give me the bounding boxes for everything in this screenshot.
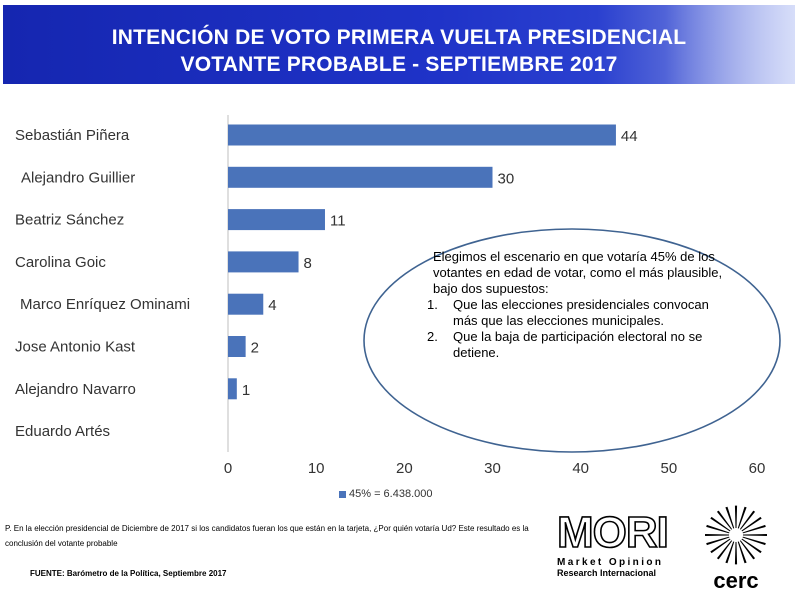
note-ellipse	[363, 228, 781, 453]
x-tick-label: 60	[749, 460, 766, 477]
x-tick-label: 0	[224, 460, 232, 477]
x-tick-label: 30	[484, 460, 501, 477]
header-decoration	[665, 5, 795, 84]
data-label: 44	[621, 128, 638, 145]
category-label: Alejandro Guillier	[21, 169, 135, 186]
legend-swatch	[339, 490, 346, 498]
category-label: Beatriz Sánchez	[15, 212, 124, 229]
data-label: 11	[330, 213, 346, 230]
note-item-text: Que las elecciones presidenciales convoc…	[453, 297, 709, 328]
category-label: Marco Enríquez Ominami	[20, 296, 190, 313]
cerc-logo: cerc	[691, 503, 781, 594]
scenario-note: Elegimos el escenario en que votaría 45%…	[427, 249, 723, 361]
note-item-number: 2.	[427, 329, 438, 344]
category-label: Eduardo Artés	[15, 423, 110, 440]
mori-logo: MORI Market Opinion Research Internacion…	[556, 508, 677, 578]
category-label: Alejandro Navarro	[15, 381, 136, 398]
bar	[228, 251, 299, 273]
note-intro: Elegimos el escenario en que votaría 45%…	[433, 249, 723, 296]
note-item: 2. Que la baja de participación electoral…	[427, 329, 723, 361]
bar	[228, 293, 264, 315]
survey-question: P. En la elección presidencial de Diciem…	[5, 524, 529, 548]
data-label: 2	[251, 340, 259, 357]
mori-logo-line2: Research Internacional	[557, 568, 657, 578]
note-item-text: Que la baja de participación electoral n…	[453, 329, 703, 360]
bar	[228, 336, 246, 357]
chart-title: INTENCIÓN DE VOTO PRIMERA VUELTA PRESIDE…	[111, 26, 687, 49]
chart-legend: 45% = 6.438.000	[339, 488, 433, 500]
cerc-sunburst-icon	[705, 505, 767, 565]
legend-label: 45% = 6.438.000	[349, 488, 433, 500]
chart-subtitle: VOTANTE PROBABLE - SEPTIEMBRE 2017	[180, 53, 618, 76]
x-tick-label: 20	[396, 460, 413, 477]
category-label: Sebastián Piñera	[15, 127, 130, 144]
mori-logo-line1: Market Opinion	[557, 557, 664, 568]
x-tick-label: 40	[572, 460, 589, 477]
bar-chart: Sebastián Piñera 44 Alejandro Guillier 30 Be…	[15, 115, 766, 477]
mori-logo-word: MORI	[556, 508, 669, 557]
data-label: 4	[268, 297, 276, 314]
bar	[228, 124, 616, 146]
data-label: 8	[304, 255, 312, 272]
category-label: Jose Antonio Kast	[15, 339, 136, 356]
bar	[228, 209, 325, 231]
note-item-number: 1.	[427, 297, 438, 312]
cerc-logo-word: cerc	[713, 568, 759, 593]
header-banner: INTENCIÓN DE VOTO PRIMERA VUELTA PRESIDE…	[3, 5, 795, 84]
category-label: Carolina Goic	[15, 254, 106, 271]
data-label: 1	[242, 382, 250, 399]
note-item: 1. Que las elecciones presidenciales conv…	[427, 297, 723, 329]
x-tick-label: 10	[308, 460, 325, 477]
bar	[228, 166, 493, 188]
note-list: 1. Que las elecciones presidenciales conv…	[427, 297, 723, 361]
data-label: 30	[498, 170, 515, 187]
x-tick-label: 50	[660, 460, 677, 477]
source-note: FUENTE: Barómetro de la Política, Septie…	[30, 569, 227, 578]
bar	[228, 378, 237, 400]
